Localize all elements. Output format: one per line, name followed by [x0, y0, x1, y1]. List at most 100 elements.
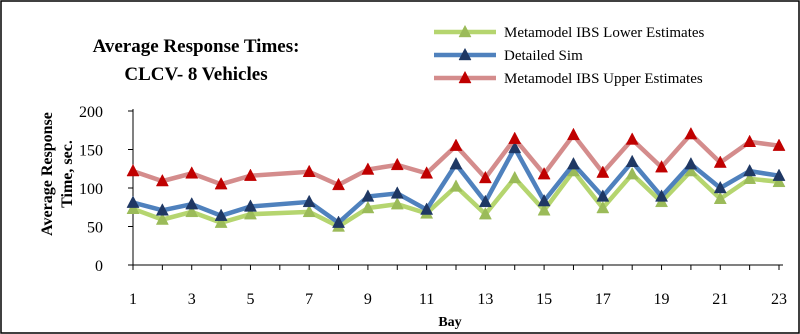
data-point-marker — [332, 215, 346, 228]
data-point-marker — [390, 197, 404, 210]
series-line — [132, 130, 780, 188]
data-point-marker — [596, 189, 610, 202]
legend-swatch-marker — [458, 47, 472, 61]
data-point-marker — [420, 202, 434, 215]
data-point-marker — [361, 189, 375, 202]
x-tick-label: 23 — [771, 291, 787, 308]
data-point-marker — [126, 195, 140, 208]
y-axis-label-line1: Average Response — [39, 112, 56, 236]
data-point-marker — [508, 140, 522, 154]
data-point-marker — [302, 204, 316, 218]
data-point-marker — [684, 156, 698, 170]
data-point-marker — [655, 160, 669, 173]
data-point-marker — [449, 156, 463, 170]
data-point-marker — [243, 199, 257, 212]
legend-label: Detailed Sim — [504, 48, 583, 64]
data-point-marker — [655, 189, 669, 202]
chart-title-line2: CLCV- 8 Vehicles — [124, 64, 267, 85]
legend-label: Metamodel IBS Lower Estimates — [504, 25, 705, 41]
x-axis-label: Bay — [438, 315, 461, 330]
y-axis-label-line2: Time, sec. — [59, 140, 76, 208]
data-point-marker — [772, 174, 786, 188]
data-point-marker — [743, 163, 757, 177]
data-point-marker — [420, 166, 434, 179]
data-point-marker — [390, 157, 404, 171]
series-line — [132, 167, 780, 230]
legend: Metamodel IBS Lower Estimates Detailed Si… — [434, 24, 705, 87]
data-point-marker — [566, 156, 580, 170]
y-tick-label: 50 — [87, 220, 103, 237]
x-tick-label: 17 — [595, 291, 611, 308]
data-point-marker — [625, 132, 639, 145]
data-point-marker — [214, 208, 228, 221]
data-point-marker — [155, 173, 169, 187]
data-point-marker — [126, 201, 140, 214]
data-point-marker — [596, 165, 610, 178]
x-tick-label: 11 — [419, 291, 434, 308]
y-tick-label: 200 — [79, 104, 103, 121]
series-line — [132, 143, 780, 226]
series-2 — [126, 140, 786, 228]
data-point-marker — [361, 200, 375, 214]
y-tick-label: 100 — [79, 181, 103, 198]
data-point-marker — [302, 164, 316, 178]
data-point-marker — [214, 177, 228, 190]
data-point-marker — [214, 215, 228, 228]
data-point-marker — [684, 126, 698, 140]
data-point-marker — [625, 154, 639, 168]
data-point-marker — [478, 194, 492, 208]
x-tick-label: 15 — [536, 291, 552, 308]
x-tick-label: 13 — [477, 291, 493, 308]
data-point-marker — [478, 170, 492, 184]
data-point-marker — [772, 138, 786, 151]
data-point-marker — [126, 163, 140, 177]
x-tick-label: 3 — [188, 291, 196, 308]
data-point-marker — [390, 186, 404, 199]
data-point-marker — [478, 207, 492, 220]
data-point-marker — [449, 179, 463, 192]
x-tick-label: 9 — [364, 291, 372, 308]
plot-area — [126, 126, 786, 232]
x-tick-label: 7 — [305, 291, 313, 308]
data-point-marker — [155, 203, 169, 216]
series-1 — [126, 163, 786, 232]
data-point-marker — [185, 204, 199, 218]
x-tick-label: 21 — [712, 291, 728, 308]
data-point-marker — [537, 167, 551, 180]
data-point-marker — [508, 170, 522, 184]
legend-item: Detailed Sim — [434, 47, 583, 64]
data-point-marker — [185, 166, 199, 179]
data-point-marker — [243, 207, 257, 220]
data-point-marker — [713, 191, 727, 204]
data-point-marker — [361, 162, 375, 175]
legend-swatch-marker — [458, 70, 472, 84]
legend-label: Metamodel IBS Upper Estimates — [504, 71, 703, 87]
data-point-marker — [743, 171, 757, 184]
data-point-marker — [566, 127, 580, 141]
data-point-marker — [185, 197, 199, 210]
legend-item: Metamodel IBS Lower Estimates — [434, 24, 705, 41]
data-point-marker — [772, 168, 786, 181]
data-point-marker — [155, 212, 169, 225]
data-point-marker — [449, 138, 463, 151]
data-point-marker — [508, 131, 522, 144]
chart-title-line1: Average Response Times: — [93, 36, 300, 57]
data-point-marker — [243, 168, 257, 181]
x-tick-label: 1 — [129, 291, 137, 308]
data-point-marker — [743, 134, 757, 147]
x-tick-label: 5 — [246, 291, 254, 308]
legend-swatch-marker — [458, 24, 472, 38]
y-tick-label: 0 — [95, 258, 103, 275]
data-point-marker — [713, 155, 727, 168]
data-point-marker — [332, 177, 346, 191]
x-tick-label: 19 — [654, 291, 670, 308]
data-point-marker — [625, 167, 639, 180]
data-point-marker — [537, 193, 551, 207]
data-point-marker — [537, 203, 551, 216]
series-3 — [126, 126, 786, 191]
y-tick-label: 150 — [79, 143, 103, 160]
data-point-marker — [302, 194, 316, 208]
legend-item: Metamodel IBS Upper Estimates — [434, 70, 703, 87]
